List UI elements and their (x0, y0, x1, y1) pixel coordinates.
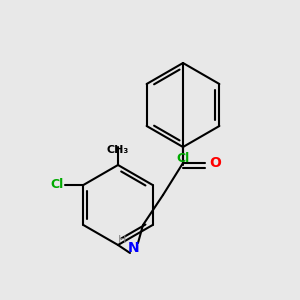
Text: Cl: Cl (176, 152, 190, 165)
Text: N: N (128, 241, 140, 255)
Text: O: O (209, 156, 221, 170)
Text: H: H (118, 235, 126, 245)
Text: CH₃: CH₃ (107, 145, 129, 155)
Text: Cl: Cl (50, 178, 63, 191)
